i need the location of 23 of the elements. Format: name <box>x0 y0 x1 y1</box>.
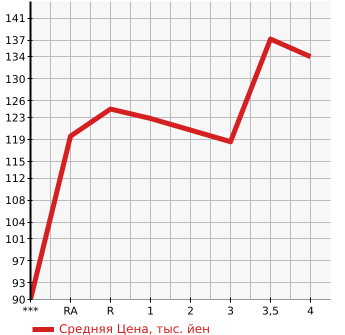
y-tick-label: 97 <box>12 254 26 268</box>
y-tick-label: 104 <box>5 216 26 230</box>
y-tick-label: 119 <box>5 133 26 146</box>
y-tick-label: 134 <box>5 50 26 64</box>
y-tick-label: 112 <box>5 172 26 186</box>
y-tick-label: 90 <box>12 294 26 306</box>
y-tick-label: 137 <box>5 34 26 48</box>
y-tick-label: 108 <box>5 194 26 208</box>
x-tick-label: RA <box>63 304 78 318</box>
y-tick-label: 130 <box>5 72 26 86</box>
y-tick-label: 123 <box>5 111 26 124</box>
y-tick-label: 93 <box>12 276 26 290</box>
y-tick-label: 115 <box>5 156 26 169</box>
x-tick-label: 4 <box>307 304 314 318</box>
y-tick-label: 101 <box>5 232 26 246</box>
x-tick-label: 3 <box>227 304 234 318</box>
x-tick-label: 3,5 <box>262 304 279 318</box>
x-tick-label: R <box>106 304 115 318</box>
x-tick-label: *** <box>22 304 40 318</box>
y-tick-label: 141 <box>5 12 26 26</box>
x-tick-label: 2 <box>187 304 194 318</box>
x-tick-label: 1 <box>147 304 154 318</box>
y-tick-label: 126 <box>5 94 26 108</box>
